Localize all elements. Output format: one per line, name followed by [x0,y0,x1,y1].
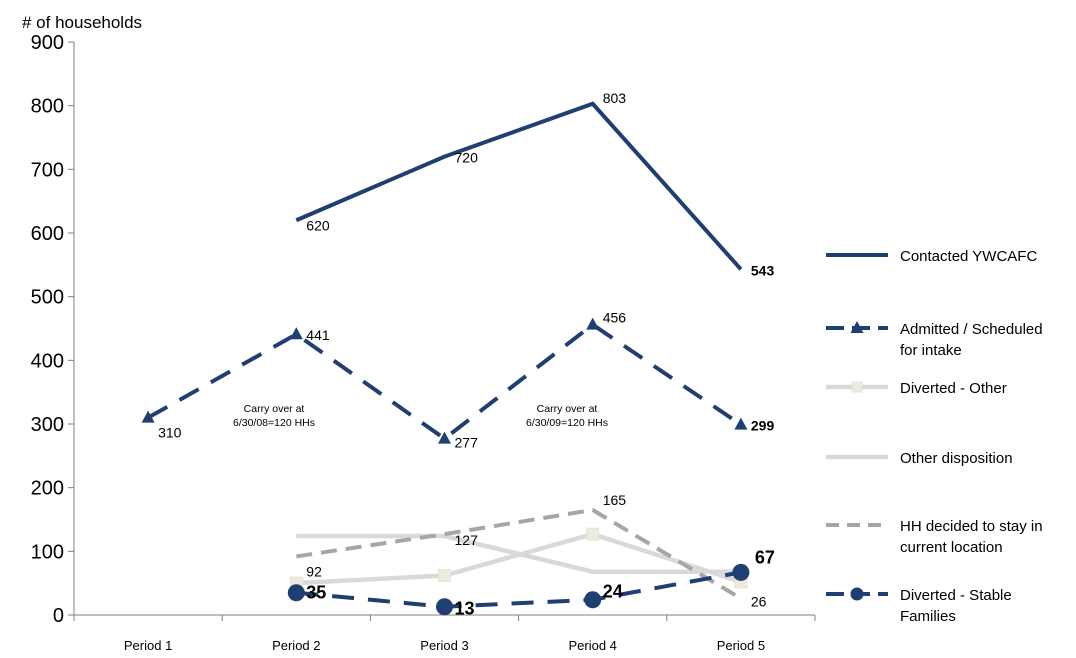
y-tick-label: 0 [53,605,64,627]
data-label: 165 [603,492,627,508]
note-line: Carry over at [244,403,305,415]
series-1 [295,101,743,271]
legend-item-6: Diverted - Stable Families [826,587,1012,625]
x-tick-label: Period 5 [717,638,765,653]
legend-triangle-marker [850,321,864,333]
triangle-marker [141,410,155,423]
square-marker [438,569,451,583]
legend-item-3: Diverted - Other [826,380,1007,397]
series-line [296,570,742,609]
y-tick-label: 800 [31,96,64,118]
series-layer [141,101,750,616]
y-tick-label: 500 [31,287,64,309]
x-tick-label: Period 2 [272,638,320,653]
triangle-marker [734,417,748,430]
legend-label: HH decided to stay in [900,518,1043,535]
y-tick-label: 100 [31,541,64,563]
legend-label: Diverted - Other [900,380,1007,397]
legend-item-5: HH decided to stay in current location [826,518,1043,556]
legend-label: Other disposition [900,450,1013,467]
y-tick-label: 200 [31,478,64,500]
data-label: 67 [755,547,775,567]
series-line [147,322,743,442]
series-2 [141,317,748,444]
note-line: 6/30/08=120 HHs [233,417,315,429]
circle-marker [436,598,453,616]
data-label: 92 [306,563,322,579]
legend-circle-marker [850,587,864,601]
y-axis-title: # of households [22,13,142,32]
circle-marker [732,563,750,581]
legend-square-marker [851,381,863,393]
triangle-marker [586,317,600,330]
note-line: Carry over at [537,403,598,415]
data-label: 35 [306,583,326,603]
data-label: 620 [306,217,330,233]
series-line [295,101,743,271]
y-tick-label: 400 [31,350,64,372]
y-tick-label: 700 [31,159,64,181]
legend-label: current location [900,539,1003,556]
series-5 [296,507,742,601]
note-line: 6/30/09=120 HHs [526,417,608,429]
data-label: 277 [455,435,479,451]
legend-label: Admitted / Scheduled [900,321,1043,338]
triangle-marker [438,431,451,444]
carry-over-note: Carry over at 6/30/08=120 HHs [233,403,315,429]
legend-label: Diverted - Stable [900,587,1012,604]
x-tick-label: Period 3 [420,638,468,653]
data-label: 127 [455,532,479,548]
series-line [296,533,741,574]
triangle-marker [289,327,303,340]
x-tick-label: Period 1 [124,638,172,653]
data-label: 310 [158,425,182,441]
series-6 [287,563,750,616]
legend-label: for intake [900,342,962,359]
square-marker [586,527,600,541]
data-label: 441 [306,327,330,343]
data-label: 24 [603,582,623,602]
data-label: 13 [455,599,475,619]
data-label: 720 [455,150,479,166]
series-line [296,531,742,586]
y-tick-label: 300 [31,414,64,436]
series-4 [296,533,741,574]
y-tick-label: 600 [31,223,64,245]
data-labels: 620 720 803 543 310 441 277 456 299 127 92 165 26 35 1… [158,90,775,619]
series-line [296,507,742,601]
legend-label: Families [900,608,956,625]
legend-item-1: Contacted YWCAFC [826,248,1037,265]
legend-label: Contacted YWCAFC [900,248,1037,265]
legend-item-2: Admitted / Scheduled for intake [826,321,1043,359]
circle-marker [287,584,305,602]
y-tick-label: 900 [31,32,64,54]
circle-marker [584,591,602,609]
data-label: 299 [751,418,775,434]
data-label: 456 [603,310,627,326]
x-tick-label: Period 4 [568,638,616,653]
data-label: 543 [751,262,775,278]
legend-item-4: Other disposition [826,450,1013,467]
axes: 0 100 200 300 400 500 600 700 800 900 Period 1 Peri… [31,32,816,653]
legend: Contacted YWCAFC Admitted / Scheduled for … [826,248,1043,625]
data-label: 803 [603,90,627,106]
carry-over-note: Carry over at 6/30/09=120 HHs [526,403,608,429]
data-label: 26 [751,593,767,609]
